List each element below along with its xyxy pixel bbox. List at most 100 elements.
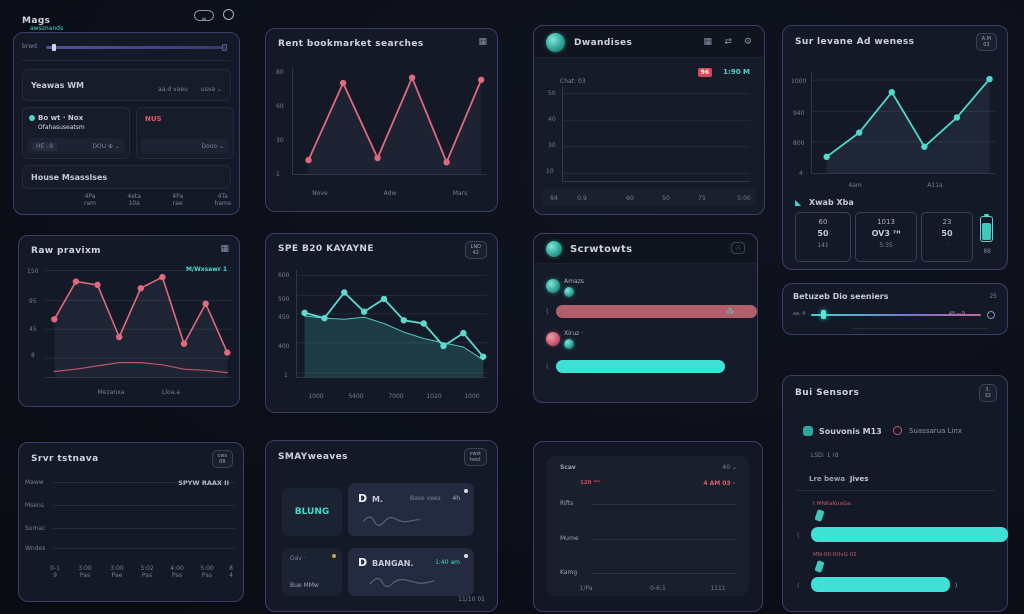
y-tick: 450 [278, 314, 290, 321]
card-scrwtols: Scrwtowts ⁙ Amazs ⟨ ⁂ Xiruz · ⟨ ⁂ [533, 233, 758, 403]
panel-stat: 4eta 10a [127, 193, 141, 207]
dio-slider-ring[interactable] [987, 311, 995, 319]
panel-stat: 4Pa rae [172, 193, 184, 207]
x-tick: 5:00 Pas [200, 565, 214, 579]
y-tick: 400 [278, 343, 290, 350]
card-adweness: Sur levane Ad weness A.M 03 1000 940 800 … [782, 25, 1008, 270]
list-row-label: Kamg [560, 569, 578, 576]
y-tick: 50 [548, 90, 556, 97]
grid-icon[interactable]: ▦ [478, 37, 487, 47]
panel-slider-end-nub[interactable] [222, 44, 227, 51]
scatter-icon[interactable]: ⁂ [704, 362, 712, 371]
weaves-badge[interactable]: cwst twst [463, 448, 487, 466]
sensor-option-b-label[interactable]: Suassarua Linx [909, 427, 963, 435]
scav-panel: Scav 40 ⌄ 120 ᵃᵗᵃ 4 AM 03 · Rifts Mume K… [546, 456, 749, 596]
devices-line-chart [563, 93, 750, 174]
panel-row-house[interactable]: House Msasslses [22, 165, 231, 189]
tile-bangan[interactable]: D BANGAN. 1:40 am [348, 548, 474, 596]
x-tick: 4:00 Pas [170, 565, 184, 579]
brand-logo: D [358, 556, 368, 569]
panel-slider-track[interactable] [46, 46, 227, 49]
card-scav-outer: Scav 40 ⌄ 120 ᵃᵗᵃ 4 AM 03 · Rifts Mume K… [533, 441, 763, 612]
signature-scribble [369, 577, 435, 588]
list-row-line [592, 573, 737, 574]
progress-bar-amazs[interactable] [556, 305, 757, 318]
panel-slider[interactable]: brwd [22, 43, 231, 53]
angle-left: ⟨ [797, 532, 800, 539]
stat-box[interactable]: 1013 OV3 ⁷ᴴ 5:35 [855, 212, 917, 262]
stat-box[interactable]: 23 50 · [921, 212, 973, 262]
x-tick: Adw [383, 190, 397, 197]
y-tick: 4 [799, 170, 803, 177]
sensor-row-label: MN-00-0UvG 02 [813, 552, 857, 558]
panel-row-yeawas-select[interactable]: usva ⌄ [200, 85, 222, 93]
scatter-icon[interactable]: ⁂ [726, 307, 734, 316]
x-tick: 4am [848, 182, 862, 189]
card-srvr: Srvr tstnava cws 08 SPYW RAAX II Maww Mse… [18, 442, 244, 602]
kayayne-plot [296, 270, 487, 378]
y-label: Wndes [25, 545, 46, 552]
dio-slider-track[interactable] [811, 314, 981, 316]
x-tick: Mars [452, 190, 468, 197]
card-devices: Dwandises ▦ ⇄ ⚙ 96 1:90 M Chat: 03 50 40… [533, 25, 765, 215]
alert-badge: 96 [697, 68, 712, 77]
scav-corner[interactable]: 40 ⌄ [722, 464, 737, 471]
srvr-badge[interactable]: cws 08 [211, 450, 233, 468]
panel-row-yeawas-value: aa.d vaeu [158, 85, 188, 93]
dio-underline [853, 328, 987, 329]
sensor-option-a-label[interactable]: Souvonis M13 [819, 427, 882, 436]
y-tick: 10 [546, 168, 554, 175]
grid-icon[interactable]: ▦ [220, 244, 229, 254]
sensors-badge[interactable]: 3. 32 [978, 384, 997, 402]
y-label: Sumac [25, 525, 46, 532]
panel-box-nus[interactable]: NUS Dooo ⌄ [136, 107, 234, 159]
panel-row-yeawas[interactable]: Yeawas WM aa.d vaeu usva ⌄ [22, 69, 231, 101]
devices-value: 1:90 M [723, 68, 750, 76]
y-tick: 95 [29, 298, 37, 305]
x-tick: 3:00 Pae [110, 565, 124, 579]
raw-plot [45, 266, 231, 378]
tile-blung[interactable]: BLUNG [282, 488, 342, 536]
x-tick: 1020 [426, 393, 442, 400]
panel-box-nus-select[interactable]: Dooo ⌄ [201, 142, 224, 150]
panel-box-device-select[interactable]: DOU ⊕ ⌄ [92, 142, 120, 150]
grid-icon[interactable]: ▦ [703, 37, 712, 47]
weaves-title: SMAYweaves [278, 452, 348, 462]
sensor-option-a-icon[interactable] [803, 426, 813, 436]
panel-box-device[interactable]: Bo wt · Nox Ofahasuseatsm HE –9 DOU ⊕ ⌄ [22, 107, 130, 159]
srvr-title: Srvr tstnava [31, 454, 99, 464]
tile-device-m[interactable]: D M. Base vees 4h [348, 483, 474, 536]
x-tick: 1/Pa [579, 585, 593, 592]
progress-bar-xiruz[interactable] [556, 360, 726, 373]
tile-oav[interactable]: Oav · Bue MMw [282, 548, 342, 596]
searches-title: Rent bookmarket searches [278, 39, 424, 49]
sensor-bar-1[interactable] [811, 527, 1009, 542]
adweness-badge[interactable]: A.M 03 [975, 33, 997, 51]
card-searches: Rent bookmarket searches ▦ 80 60 30 1 No… [265, 28, 498, 212]
panel-box-device-chip[interactable]: HE –9 [32, 141, 58, 151]
x-tick: 50 [662, 195, 670, 202]
swap-icon[interactable]: ⇄ [724, 37, 732, 47]
x-tick: 5:00 [737, 195, 751, 202]
media-icon[interactable]: ∞ [194, 10, 214, 23]
refresh-icon[interactable] [223, 9, 234, 20]
angle-right: ⟩ [992, 532, 995, 539]
stat-box[interactable]: 60 50 141 [795, 212, 851, 262]
kayayne-line-chart [297, 274, 487, 377]
kayayne-badge[interactable]: LNO 42 [464, 241, 487, 259]
dice-icon[interactable]: ⁙ [731, 242, 745, 254]
plug-icon [814, 560, 825, 573]
y-tick: 30 [548, 142, 556, 149]
sensor-option-b-icon[interactable] [893, 426, 902, 435]
dio-slider-handle[interactable] [821, 310, 826, 319]
x-tick: 0-1 9 [50, 565, 60, 579]
x-tick: 0.9 [577, 195, 587, 202]
card-raw: Raw pravixm ▦ M/Wxsawr 1 150 95 45 8 Mez… [18, 235, 240, 407]
panel-slider-handle[interactable] [52, 44, 56, 51]
y-tick: 8 [31, 352, 35, 359]
x-tick: Nove [312, 190, 328, 197]
dio-right-label: 48·—9 [948, 311, 965, 317]
sensor-bar-2[interactable] [811, 577, 950, 592]
gear-icon[interactable]: ⚙ [743, 37, 752, 47]
